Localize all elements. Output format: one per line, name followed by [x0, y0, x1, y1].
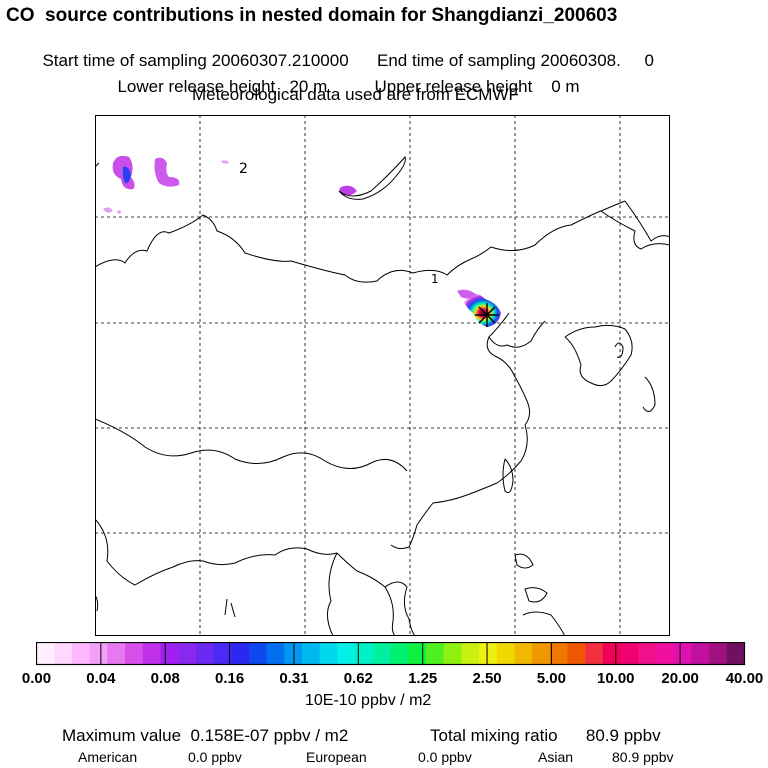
station-marker-icon: [475, 303, 499, 327]
colorbar-cell: [620, 642, 639, 665]
american-label: American: [78, 749, 138, 765]
colorbar-tick-label: 0.00: [21, 670, 52, 687]
colorbar-cell: [709, 642, 728, 665]
colorbar-cell: [567, 642, 586, 665]
colorbar-tick-label: 0.62: [343, 670, 373, 687]
colorbar: [36, 642, 746, 666]
plume-northwest-2: [154, 157, 180, 187]
colorbar-cell: [178, 642, 197, 665]
met-data-label: Meteorological data used are from ECMWF: [192, 85, 519, 104]
colorbar-cell: [160, 642, 179, 665]
region-label-1: 1: [431, 272, 439, 286]
european-label: European: [306, 749, 367, 765]
end-time-label: End time of sampling 20060308. 0: [377, 51, 654, 70]
total-mixing-ratio: Total mixing ratio 80.9 ppbv: [430, 726, 661, 745]
map-frame: [95, 115, 670, 636]
plume-baikal: [339, 185, 357, 196]
colorbar-tick-label: 10.00: [596, 670, 635, 687]
colorbar-cell: [479, 642, 497, 665]
colorbar-cell: [284, 642, 303, 665]
colorbar-dividers: [100, 642, 681, 665]
colorbar-cell: [549, 642, 568, 665]
lower-release-label: Lower release height 20 m: [117, 77, 328, 96]
colorbar-tick-label: 5.00: [536, 670, 566, 687]
colorbar-tick-label: 1.25: [408, 670, 438, 687]
colorbar-cell: [638, 642, 657, 665]
colorbar-cell: [355, 642, 374, 665]
colorbar-cell: [302, 642, 320, 665]
colorbar-cell: [248, 642, 267, 665]
release-heights: Lower release height 20 m Upper release …: [108, 61, 580, 96]
plume-northwest-trail: [103, 207, 121, 214]
map-panel: 2 1: [95, 115, 670, 636]
colorbar-cells: [36, 642, 745, 665]
colorbar-cell: [142, 642, 161, 665]
colorbar-tick-label: 40.00: [725, 670, 764, 687]
region-labels: 2 1: [239, 161, 439, 286]
colorbar-tick-label: 0.31: [279, 670, 309, 687]
coastlines-borders: [95, 156, 670, 636]
lat-lon-grid: [95, 115, 670, 636]
colorbar-tick-label: 0.04: [86, 670, 116, 687]
colorbar-tick-label: 20.00: [661, 670, 699, 687]
colorbar-cell: [266, 642, 285, 665]
maximum-value: Maximum value 0.158E-07 ppbv / m2: [62, 726, 349, 745]
region-label-2: 2: [239, 161, 248, 177]
colorbar-cell: [107, 642, 126, 665]
colorbar-cell: [213, 642, 232, 665]
colorbar-tick-label: 0.08: [150, 670, 180, 687]
colorbar-cell: [372, 642, 391, 665]
colorbar-tick-label: 2.50: [472, 670, 502, 687]
colorbar-cell: [673, 642, 692, 665]
colorbar-cell: [726, 642, 745, 665]
colorbar-cell: [585, 642, 604, 665]
european-value: 0.0 ppbv: [418, 749, 472, 765]
colorbar-cell: [337, 642, 356, 665]
colorbar-cell: [408, 642, 427, 665]
colorbar-cell: [514, 642, 533, 665]
colorbar-cell: [532, 642, 551, 665]
colorbar-cell: [461, 642, 480, 665]
colorbar-unit: 10E-10 ppbv / m2: [305, 692, 432, 709]
plume-northwest-core: [122, 166, 131, 184]
colorbar-cell: [36, 642, 55, 665]
colorbar-tick-label: 0.16: [214, 670, 245, 687]
plume-speck: [221, 160, 229, 164]
colorbar-cell: [71, 642, 90, 665]
colorbar-cell: [125, 642, 143, 665]
colorbar-cell: [602, 642, 621, 665]
sampling-times: Start time of sampling 20060307.210000 E…: [33, 35, 654, 70]
colorbar-cell: [54, 642, 73, 665]
colorbar-cell: [691, 642, 710, 665]
colorbar-cell: [231, 642, 250, 665]
page-title: CO source contributions in nested domain…: [6, 5, 618, 26]
colorbar-cell: [656, 642, 674, 665]
start-time-label: Start time of sampling 20060307.210000: [42, 51, 349, 70]
asian-value: 80.9 ppbv: [612, 749, 674, 765]
colorbar-cell: [496, 642, 515, 665]
asian-label: Asian: [538, 749, 574, 765]
colorbar-cell: [443, 642, 462, 665]
plume-station-fringe: [457, 289, 477, 299]
colorbar-cell: [195, 642, 214, 665]
american-value: 0.0 ppbv: [188, 749, 242, 765]
colorbar-cell: [89, 642, 108, 665]
upper-release-label: Upper release height 0 m: [374, 77, 580, 96]
colorbar-cell: [390, 642, 409, 665]
colorbar-frame: [36, 642, 746, 666]
colorbar-cell: [425, 642, 444, 665]
colorbar-cell: [319, 642, 338, 665]
